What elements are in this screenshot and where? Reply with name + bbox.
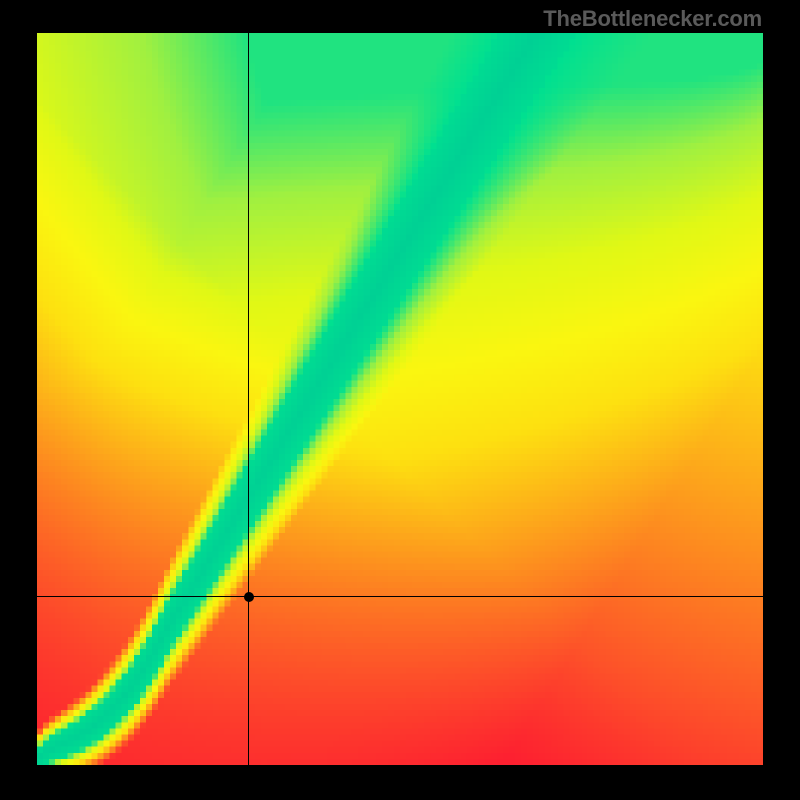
plot-area <box>37 33 763 765</box>
chart-container: TheBottlenecker.com <box>0 0 800 800</box>
watermark-text: TheBottlenecker.com <box>543 6 762 32</box>
crosshair-dot <box>244 592 254 602</box>
crosshair-vertical <box>248 33 249 765</box>
heatmap-canvas <box>37 33 763 765</box>
crosshair-horizontal <box>37 596 763 597</box>
